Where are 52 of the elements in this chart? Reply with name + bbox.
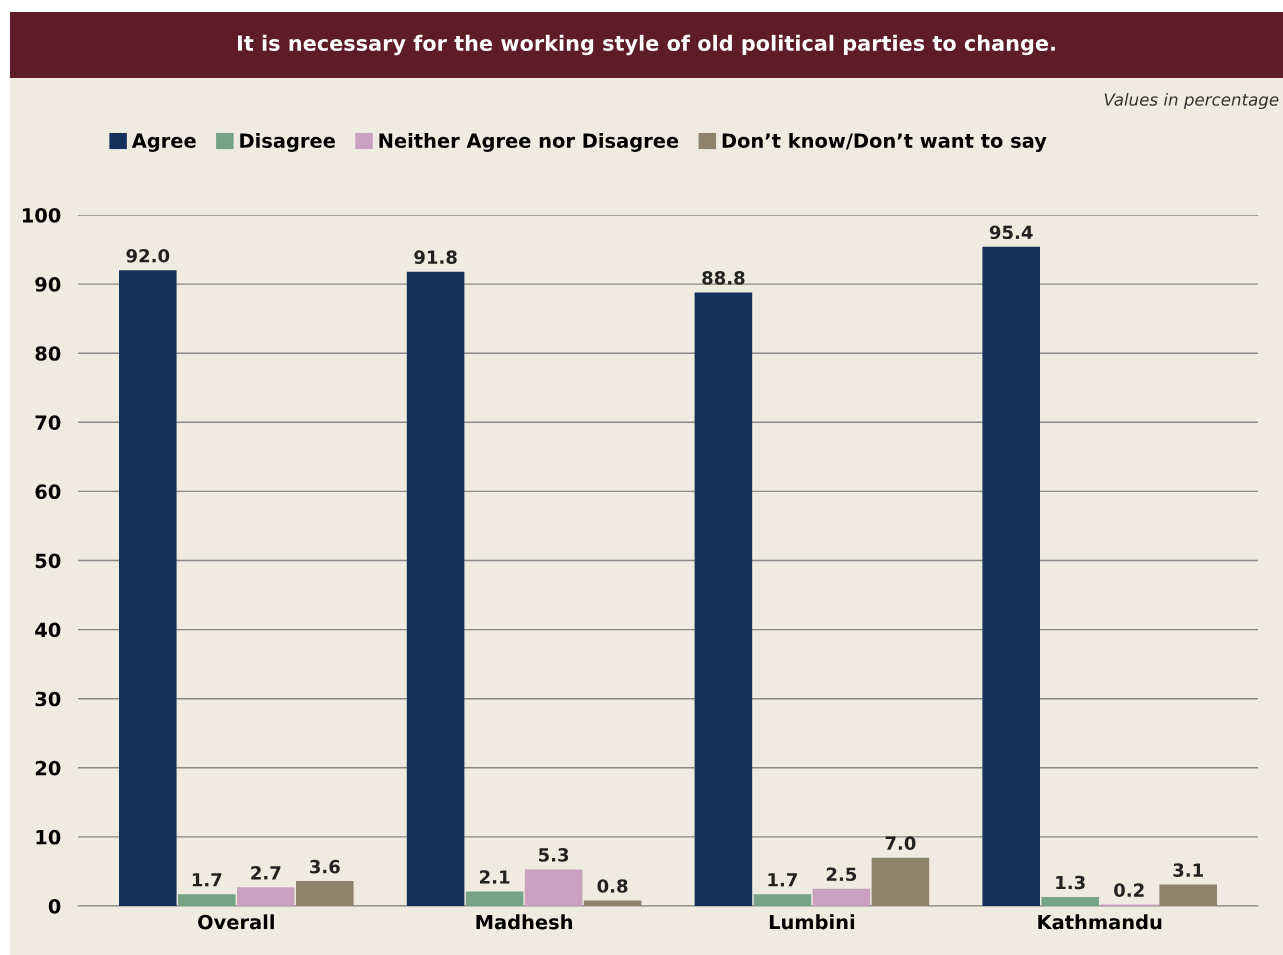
chart-title: It is necessary for the working style of old political parties to change. xyxy=(237,34,1055,56)
x-tick-label: Lumbini xyxy=(769,914,855,930)
y-tick-label: 0 xyxy=(48,898,61,914)
bar xyxy=(1041,897,1099,906)
bar xyxy=(753,894,812,906)
bar xyxy=(465,891,524,906)
bar xyxy=(982,246,1040,906)
y-tick-label: 30 xyxy=(35,691,61,707)
bar xyxy=(178,894,236,906)
y-tick-label: 10 xyxy=(36,829,61,845)
data-label: 2.5 xyxy=(826,867,857,882)
data-label: 0.2 xyxy=(1114,883,1144,897)
x-tick-label: Madhesh xyxy=(476,914,572,930)
bar xyxy=(237,887,295,906)
data-label: 5.3 xyxy=(539,848,569,862)
y-tick-label: 80 xyxy=(35,346,61,361)
bar xyxy=(524,869,583,906)
data-label: 95.4 xyxy=(989,225,1033,240)
data-label: 1.7 xyxy=(192,873,222,887)
legend-label: Neither Agree nor Disagree xyxy=(379,132,679,152)
bar xyxy=(119,270,177,906)
data-label: 88.8 xyxy=(702,271,745,285)
y-tick-label: 100 xyxy=(22,207,61,223)
bar xyxy=(296,881,354,906)
y-tick-label: 70 xyxy=(35,415,61,430)
data-label: 2.1 xyxy=(480,870,510,884)
y-tick-label: 60 xyxy=(35,484,61,500)
y-tick-label: 90 xyxy=(35,277,61,292)
data-label: 1.3 xyxy=(1056,875,1085,890)
bar xyxy=(406,271,465,906)
legend-label: Don’t know/Don’t want to say xyxy=(722,132,1047,152)
data-label: 3.1 xyxy=(1173,863,1203,877)
bar xyxy=(812,888,871,906)
text: Values in percentage xyxy=(1104,92,1279,110)
data-label: 91.8 xyxy=(414,250,457,264)
data-label: 2.7 xyxy=(251,866,281,880)
bar xyxy=(583,900,642,906)
data-label: 92.0 xyxy=(126,248,170,263)
y-tick-label: 40 xyxy=(35,622,61,638)
data-label: 0.8 xyxy=(597,879,628,893)
bar xyxy=(1159,884,1217,906)
legend-label: Agree xyxy=(131,133,196,152)
bar xyxy=(871,857,930,906)
y-tick-label: 20 xyxy=(35,760,61,776)
legend-label: Disagree xyxy=(240,132,335,152)
x-tick-label: Overall xyxy=(198,914,274,930)
x-tick-label: Kathmandu xyxy=(1038,914,1162,930)
data-label: 7.0 xyxy=(885,836,916,850)
data-label: 1.7 xyxy=(768,873,797,887)
data-label: 3.6 xyxy=(310,859,340,874)
bar xyxy=(694,292,753,906)
y-tick-label: 50 xyxy=(35,553,61,569)
